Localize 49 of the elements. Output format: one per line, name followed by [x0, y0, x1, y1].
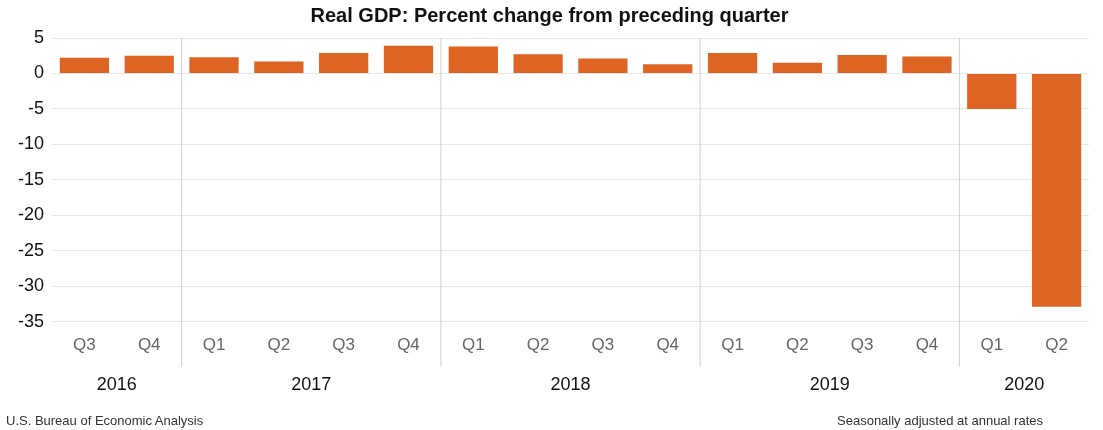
bar — [254, 61, 304, 73]
y-tick-label: -20 — [18, 204, 45, 225]
bar — [383, 45, 434, 73]
x-tick-label: Q2 — [526, 335, 550, 355]
x-tick-label: Q1 — [461, 335, 485, 355]
bar — [1031, 73, 1082, 307]
y-tick-label: -35 — [18, 310, 45, 331]
bar — [319, 52, 369, 73]
y-tick-label: -30 — [18, 275, 45, 296]
bar — [837, 55, 887, 73]
x-tick-label: Q4 — [915, 335, 939, 355]
x-tick-label: Q2 — [786, 335, 809, 355]
x-tick-label: Q2 — [267, 335, 291, 355]
bar — [59, 57, 110, 73]
text: 2018 — [550, 373, 591, 394]
text: 2020 — [1004, 373, 1045, 394]
bar — [902, 56, 952, 73]
bar — [448, 46, 498, 73]
bar — [707, 52, 758, 73]
text: U.S. Bureau of Economic Analysis — [6, 413, 204, 429]
x-tick-label: Q3 — [332, 335, 356, 355]
x-tick-label: Q4 — [137, 335, 161, 355]
bar — [578, 58, 628, 73]
bar — [513, 54, 563, 73]
y-tick-label: -5 — [28, 97, 45, 118]
x-tick-label: Q4 — [656, 335, 680, 355]
x-tick-label: Q3 — [591, 335, 615, 355]
x-tick-label: Q1 — [980, 335, 1004, 355]
bar — [189, 57, 239, 73]
x-tick-label: Q2 — [1045, 335, 1068, 355]
bar — [772, 62, 822, 73]
bar — [643, 64, 693, 73]
x-tick-label: Q1 — [721, 335, 744, 355]
bar — [124, 55, 174, 73]
x-tick-label: Q1 — [202, 335, 226, 355]
y-tick-label: 5 — [34, 26, 45, 47]
text: Seasonally adjusted at annual rates — [837, 413, 1044, 429]
text: 2019 — [809, 373, 850, 394]
y-tick-label: -25 — [18, 239, 45, 260]
y-tick-label: 0 — [34, 62, 45, 83]
bar — [967, 73, 1017, 109]
chart-title: Real GDP: Percent change from preceding quarter — [310, 3, 789, 26]
text: 2016 — [96, 373, 137, 394]
text: 2017 — [291, 373, 332, 394]
x-tick-label: Q3 — [73, 335, 96, 355]
x-tick-label: Q3 — [850, 335, 874, 355]
y-tick-label: -10 — [18, 133, 45, 154]
x-tick-label: Q4 — [397, 335, 420, 355]
y-tick-label: -15 — [18, 168, 45, 189]
